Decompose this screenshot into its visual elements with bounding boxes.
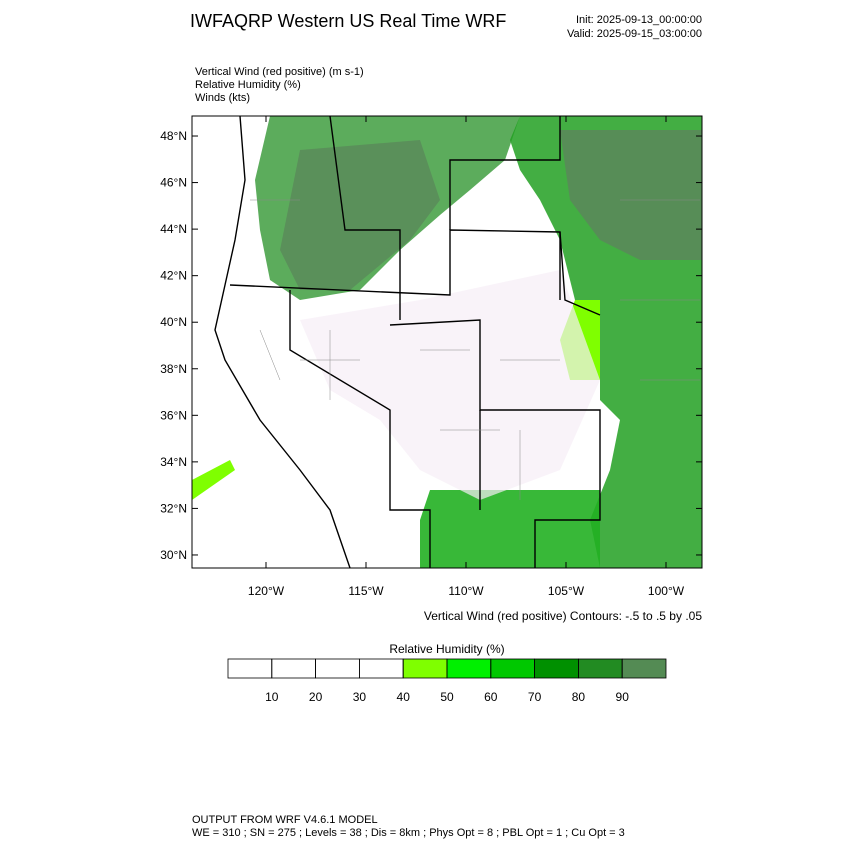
- humid-region: [280, 140, 440, 290]
- map-field: [191, 115, 703, 569]
- humid-region: [560, 130, 702, 260]
- colorbar-title: Relative Humidity (%): [389, 642, 504, 656]
- colorbar-box: [578, 658, 623, 679]
- colorbar-label: 50: [440, 690, 454, 704]
- colorbar-box: [446, 658, 492, 679]
- colorbar-box: [315, 658, 360, 679]
- lat-tick-label: 42°N: [160, 269, 187, 283]
- colorbar-label: 90: [616, 690, 630, 704]
- colorbar-box: [534, 658, 579, 679]
- lat-tick-label: 44°N: [160, 222, 187, 236]
- lon-tick-label: 110°W: [448, 584, 484, 598]
- humid-region: [420, 490, 600, 568]
- colorbar-label: 80: [572, 690, 586, 704]
- colorbar-label: 40: [397, 690, 411, 704]
- state-borders: [214, 116, 601, 568]
- vertical-wind-region: [300, 270, 600, 500]
- colorbar-box: [490, 658, 535, 679]
- init-time: Init: 2025-09-13_00:00:00: [576, 14, 702, 26]
- colorbar-label: 70: [528, 690, 542, 704]
- humid-region: [192, 460, 235, 500]
- lat-tick-label: 46°N: [160, 176, 187, 190]
- lat-tick-label: 30°N: [160, 548, 187, 562]
- colorbar-label: 30: [353, 690, 367, 704]
- footer-line: OUTPUT FROM WRF V4.6.1 MODEL: [192, 814, 378, 826]
- field-label: Winds (kts): [195, 92, 250, 104]
- colorbar-box: [227, 658, 273, 679]
- lon-tick-label: 100°W: [648, 584, 685, 598]
- lat-tick-label: 38°N: [160, 362, 187, 376]
- county-lines: [250, 199, 700, 500]
- colorbar-box: [358, 658, 404, 679]
- colorbar-box: [621, 658, 667, 679]
- colorbar-label: 60: [484, 690, 498, 704]
- valid-time: Valid: 2025-09-15_03:00:00: [567, 28, 702, 40]
- footer-line: WE = 310 ; SN = 275 ; Levels = 38 ; Dis …: [192, 827, 625, 839]
- lat-tick-label: 36°N: [160, 408, 187, 422]
- colorbar-label: 20: [309, 690, 323, 704]
- lat-tick-label: 34°N: [160, 455, 187, 469]
- field-label: Relative Humidity (%): [195, 79, 301, 91]
- lon-tick-label: 105°W: [548, 584, 585, 598]
- map-frame: [191, 115, 703, 569]
- field-label: Vertical Wind (red positive) (m s-1): [195, 66, 364, 78]
- lon-tick-label: 120°W: [248, 584, 285, 598]
- colorbar-box: [271, 658, 316, 679]
- lat-tick-label: 32°N: [160, 501, 187, 515]
- lon-tick-label: 115°W: [348, 584, 384, 598]
- contour-note: Vertical Wind (red positive) Contours: -…: [424, 609, 702, 623]
- lat-tick-label: 40°N: [160, 315, 187, 329]
- colorbar-box: [402, 658, 448, 679]
- colorbar-label: 10: [265, 690, 279, 704]
- lat-tick-label: 48°N: [160, 129, 187, 143]
- title: IWFAQRP Western US Real Time WRF: [190, 11, 506, 31]
